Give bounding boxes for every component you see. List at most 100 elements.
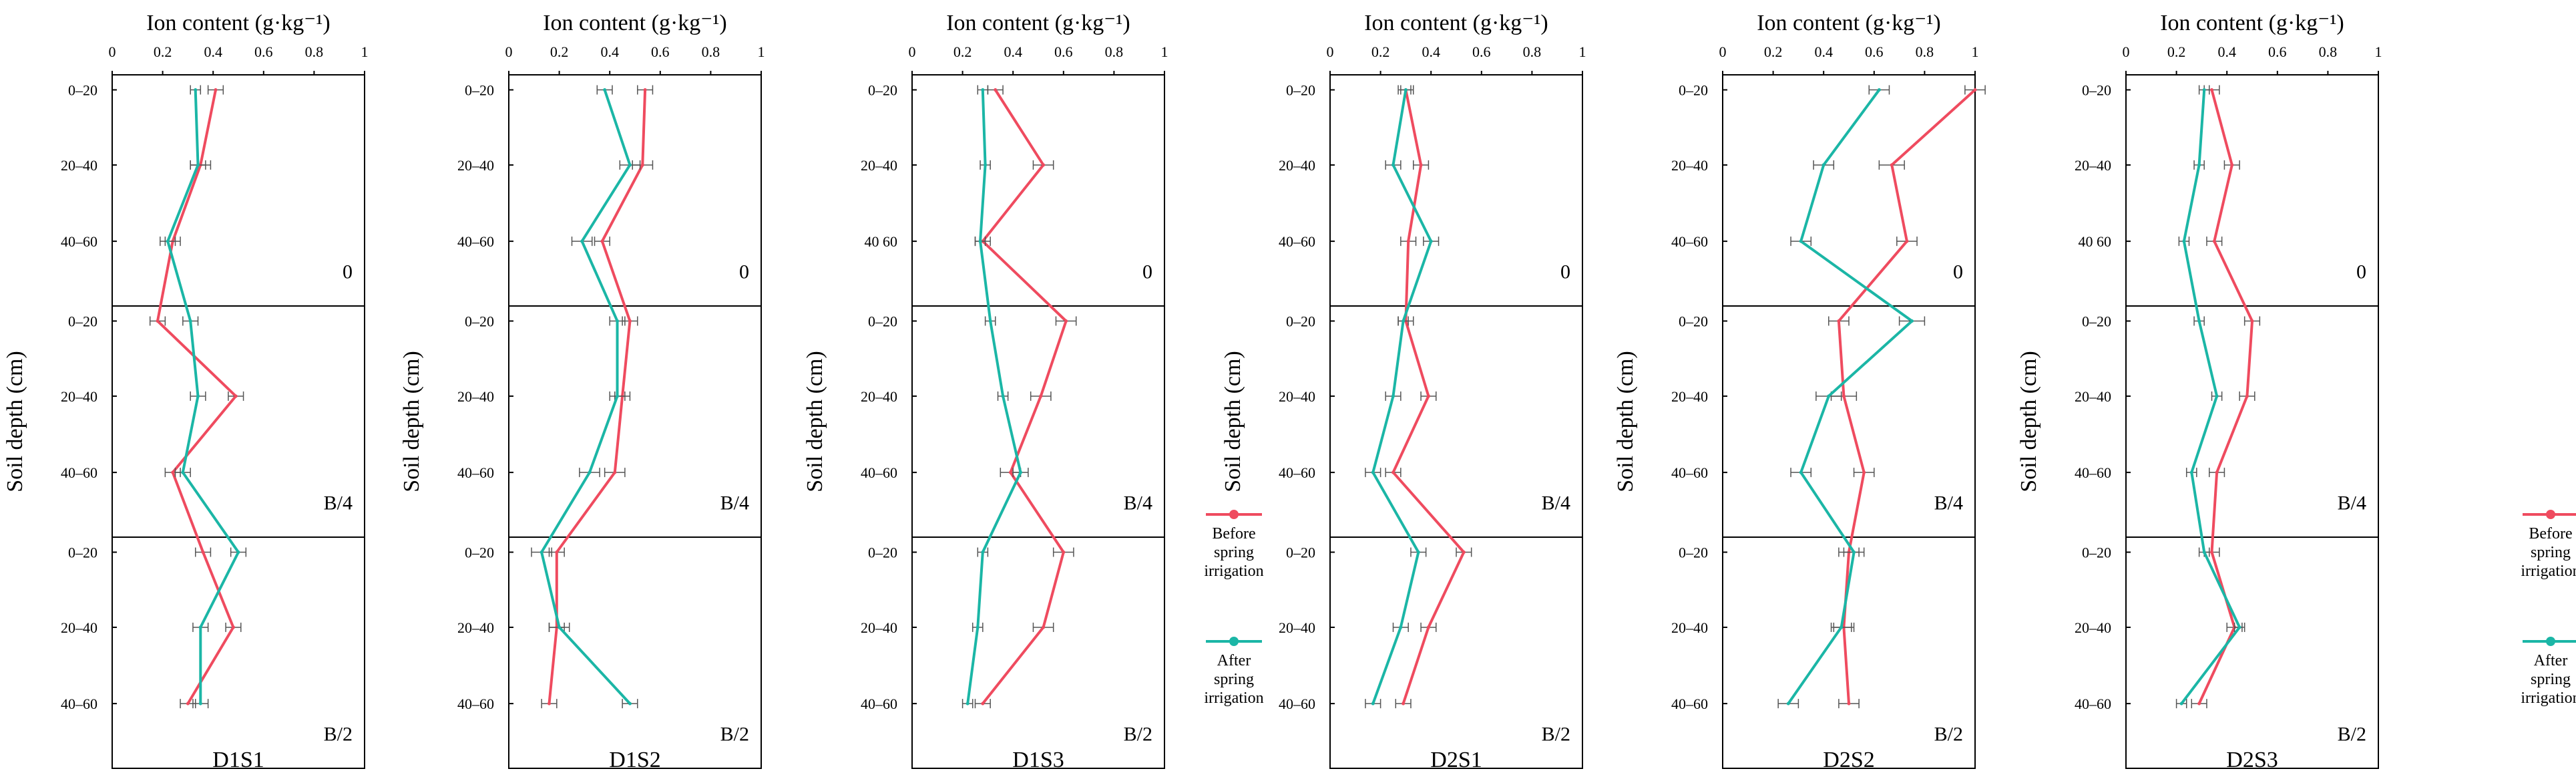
- d2s2-before-data-point: [1905, 239, 1909, 243]
- d1s3-x-tick-label: 0.6: [1054, 43, 1073, 60]
- d2s3-x-tick-label: 0.8: [2319, 43, 2338, 60]
- d1s3-section-label: B/2: [1124, 723, 1152, 745]
- d1s2-after-data-point: [628, 702, 632, 706]
- d2s3-x-tick-label: 0.6: [2268, 43, 2287, 60]
- d2s2-x-tick-label: 0.4: [1814, 43, 1833, 60]
- d1s3-y-tick-label: 40–60: [861, 464, 897, 481]
- d1s2-after-data-point: [603, 88, 607, 92]
- left-legend-after-label: After: [1217, 652, 1251, 669]
- d2s3-after-data-point: [2202, 550, 2206, 554]
- d2s2-x-tick-label: 0: [1719, 43, 1727, 60]
- d2s3-before-data-point: [2230, 163, 2234, 167]
- left-legend-after-label: irrigation: [1204, 689, 1263, 707]
- d2s3-y-tick-label: 20–40: [2075, 157, 2111, 174]
- d2s1-y-tick-label: 20–40: [1279, 157, 1315, 174]
- d1s2-y-axis-title: Soil depth (cm): [399, 351, 424, 492]
- d2s2-y-tick-label: 0–20: [1679, 313, 1708, 329]
- d2s1-y-tick-label: 40–60: [1279, 464, 1315, 481]
- d1s2-section-label: B/4: [720, 492, 749, 514]
- d2s2-section-label: 0: [1953, 261, 1963, 283]
- d1s2-after-data-point: [616, 394, 620, 398]
- d1s1-y-tick-label: 20–40: [61, 157, 97, 174]
- d2s1-x-axis-title: Ion content (g·kg⁻¹): [1364, 11, 1548, 35]
- d2s3-x-tick-label: 1: [2375, 43, 2382, 60]
- d2s2-x-axis-title: Ion content (g·kg⁻¹): [1757, 11, 1941, 35]
- d2s3-section-label: B/2: [2338, 723, 2366, 745]
- d1s3-section-label: B/4: [1124, 492, 1152, 514]
- d1s3-before-data-point: [1008, 470, 1012, 474]
- d1s1-y-tick-label: 0–20: [68, 313, 97, 329]
- d1s1-y-tick-label: 40–60: [61, 464, 97, 481]
- d1s3-after-data-point: [981, 88, 985, 92]
- d2s1-before-data-point: [1426, 394, 1430, 398]
- d2s1-after-data-point: [1404, 88, 1408, 92]
- d1s1-y-tick-label: 20–40: [61, 619, 97, 636]
- d1s3-before-data-point: [994, 88, 998, 92]
- d2s2-after-data-point: [1799, 470, 1803, 474]
- d1s2-before-data-point: [640, 163, 644, 167]
- right-legend-before-label: spring: [2531, 544, 2571, 561]
- left-legend-after-label: spring: [1214, 671, 1254, 688]
- d1s1-y-tick-label: 0–20: [68, 544, 97, 561]
- d2s1-before-data-point: [1391, 470, 1395, 474]
- d1s1-after-data-point: [236, 550, 240, 554]
- d2s2-y-tick-label: 0–20: [1679, 544, 1708, 561]
- d2s2-before-data-point: [1890, 163, 1894, 167]
- d1s3-after-data-point: [1001, 394, 1005, 398]
- d2s1-after-data-point: [1429, 239, 1433, 243]
- d1s2-y-tick-label: 0–20: [465, 313, 494, 329]
- d2s3-section-label: 0: [2356, 261, 2366, 283]
- d1s1-x-tick-label: 0.4: [204, 43, 222, 60]
- d2s3-before-data-point: [2210, 550, 2214, 554]
- d2s1-before-data-point: [1406, 239, 1410, 243]
- d2s3-before-data-point: [2250, 319, 2254, 323]
- d2s1-after-data-point: [1391, 394, 1395, 398]
- d1s3-before-data-point: [1062, 550, 1066, 554]
- d2s1-x-tick-label: 0.2: [1371, 43, 1390, 60]
- d2s2-x-tick-label: 1: [1972, 43, 1979, 60]
- d1s1-before-data-point: [234, 394, 238, 398]
- d2s1-section-label: B/4: [1542, 492, 1570, 514]
- d2s3-y-tick-label: 0–20: [2082, 313, 2111, 329]
- d1s3-before-data-point: [981, 702, 985, 706]
- d1s3-after-data-point: [981, 550, 985, 554]
- d2s1-x-tick-label: 1: [1579, 43, 1586, 60]
- d2s3-x-axis-title: Ion content (g·kg⁻¹): [2160, 11, 2344, 35]
- d2s1-after-data-point: [1371, 470, 1375, 474]
- d2s2-before-data-point: [1847, 702, 1851, 706]
- d2s3-section-label: B/4: [2338, 492, 2366, 514]
- d2s2-before-data-point: [1842, 394, 1846, 398]
- d1s3-x-tick-label: 0: [909, 43, 916, 60]
- d1s2-x-tick-label: 0.6: [651, 43, 670, 60]
- d1s2-section-label: 0: [739, 261, 749, 283]
- d1s3-y-tick-label: 0–20: [868, 313, 897, 329]
- d1s2-y-tick-label: 40–60: [457, 464, 494, 481]
- d1s1-plot-frame: [112, 74, 365, 769]
- d1s2-after-data-point: [540, 550, 544, 554]
- d2s2-y-tick-label: 40–60: [1671, 233, 1708, 250]
- d2s1-x-tick-label: 0: [1327, 43, 1334, 60]
- d2s1-after-series-line: [1371, 90, 1433, 704]
- left-legend-before-label: Before: [1212, 525, 1255, 542]
- d1s1-before-data-point: [201, 550, 205, 554]
- d2s1-y-tick-label: 0–20: [1286, 313, 1315, 329]
- d1s2-plot-frame: [508, 74, 762, 769]
- d2s1-after-data-point: [1402, 319, 1406, 323]
- d1s2-y-tick-label: 40–60: [457, 695, 494, 712]
- d2s3-after-data-point: [2202, 88, 2206, 92]
- d2s3-after-data-point: [2197, 319, 2201, 323]
- d1s1-before-data-point: [171, 470, 175, 474]
- d1s1-x-tick-label: 0: [109, 43, 116, 60]
- d1s3-x-axis-title: Ion content (g·kg⁻¹): [946, 11, 1130, 35]
- d2s3-after-data-point: [2182, 239, 2186, 243]
- d2s1-before-data-point: [1426, 625, 1430, 629]
- d2s3-before-series-line: [2197, 89, 2253, 704]
- d2s2-section-label: B/4: [1934, 492, 1963, 514]
- d2s3-y-tick-label: 20–40: [2075, 619, 2111, 636]
- d1s1-after-data-point: [196, 163, 200, 167]
- d2s3-before-data-point: [2245, 394, 2249, 398]
- d2s1-before-data-point: [1402, 702, 1406, 706]
- d1s2-section-label: B/2: [720, 723, 749, 745]
